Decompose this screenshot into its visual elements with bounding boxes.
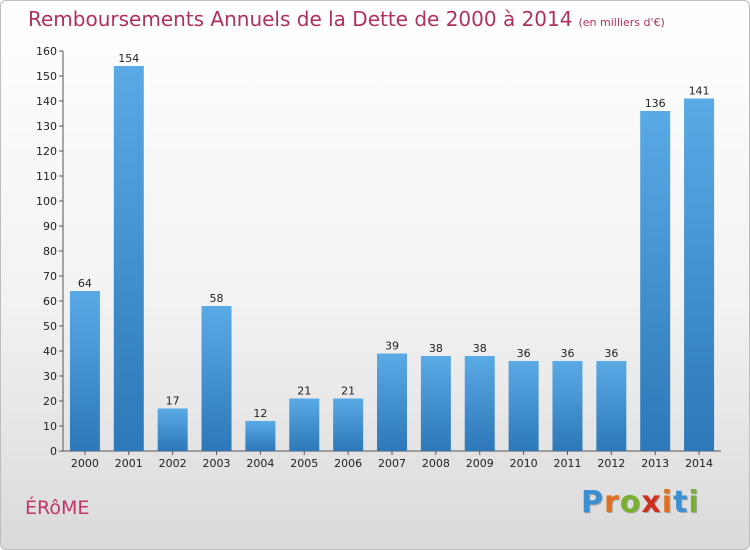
y-tick-label: 110 (36, 170, 57, 183)
data-label-2005: 21 (297, 385, 311, 398)
bar-2010 (508, 361, 539, 451)
y-tick-label: 80 (43, 245, 57, 258)
x-tick-label-2013: 2013 (641, 457, 669, 470)
logo-letter: o (619, 485, 642, 520)
x-tick-label-2004: 2004 (246, 457, 274, 470)
y-tick-label: 0 (50, 445, 57, 458)
bar-2014 (684, 98, 715, 451)
logo-letter: P (581, 485, 604, 520)
x-tick-label-2008: 2008 (422, 457, 450, 470)
data-label-2003: 58 (210, 292, 224, 305)
y-tick-label: 100 (36, 195, 57, 208)
bar-2002 (157, 408, 188, 451)
data-label-2006: 21 (341, 385, 355, 398)
x-tick-label-2002: 2002 (159, 457, 187, 470)
bar-2001 (113, 66, 144, 451)
data-label-2001: 154 (118, 52, 139, 65)
bar-2007 (377, 353, 407, 451)
data-label-2000: 64 (78, 277, 92, 290)
x-tick-label-2005: 2005 (290, 457, 318, 470)
logo-letter: r (604, 485, 620, 520)
logo-letter: x (641, 485, 662, 520)
x-tick-label-2011: 2011 (553, 457, 581, 470)
x-tick-label-2006: 2006 (334, 457, 362, 470)
x-tick-label-2007: 2007 (378, 457, 406, 470)
x-tick-label-2010: 2010 (510, 457, 538, 470)
bar-2008 (420, 356, 451, 451)
bar-2003 (201, 306, 232, 451)
x-tick-label-2012: 2012 (597, 457, 625, 470)
data-label-2008: 38 (429, 342, 443, 355)
proxiti-logo: Proxiti (581, 485, 700, 520)
y-tick-label: 70 (43, 270, 57, 283)
commune-name: ÉRôME (25, 497, 90, 519)
x-tick-label-2000: 2000 (71, 457, 99, 470)
bar-2004 (245, 421, 276, 451)
y-tick-label: 160 (36, 45, 57, 58)
x-tick-label-2003: 2003 (203, 457, 231, 470)
x-tick-label-2014: 2014 (685, 457, 713, 470)
data-label-2011: 36 (560, 347, 574, 360)
x-tick-label-2009: 2009 (466, 457, 494, 470)
bar-2013 (640, 111, 671, 451)
data-label-2009: 38 (473, 342, 487, 355)
data-label-2002: 17 (166, 395, 180, 408)
chart-title-text: Remboursements Annuels de la Dette de 20… (28, 7, 573, 31)
chart-title: Remboursements Annuels de la Dette de 20… (28, 7, 665, 31)
data-label-2012: 36 (604, 347, 618, 360)
y-tick-label: 40 (43, 345, 57, 358)
y-tick-label: 120 (36, 145, 57, 158)
data-label-2007: 39 (385, 340, 399, 353)
y-tick-label: 90 (43, 220, 57, 233)
data-label-2004: 12 (253, 407, 267, 420)
y-tick-label: 130 (36, 120, 57, 133)
bar-2011 (552, 361, 583, 451)
x-tick-label-2001: 2001 (115, 457, 143, 470)
data-label-2013: 136 (645, 97, 666, 110)
chart-subtitle: (en milliers d'€) (578, 16, 665, 29)
bar-2006 (333, 398, 364, 451)
bar-2009 (464, 356, 495, 451)
bar-2012 (596, 361, 627, 451)
y-tick-label: 30 (43, 370, 57, 383)
y-tick-label: 140 (36, 95, 57, 108)
data-label-2014: 141 (689, 85, 710, 98)
data-label-2010: 36 (517, 347, 531, 360)
bar-2005 (289, 398, 320, 451)
logo-letter: i (661, 485, 674, 520)
y-tick-label: 10 (43, 420, 57, 433)
y-tick-label: 20 (43, 395, 57, 408)
bar-2000 (69, 291, 100, 451)
y-tick-label: 60 (43, 295, 57, 308)
y-tick-label: 50 (43, 320, 57, 333)
logo-letter: i (688, 485, 700, 520)
y-tick-label: 150 (36, 70, 57, 83)
logo-letter: t (673, 485, 689, 520)
